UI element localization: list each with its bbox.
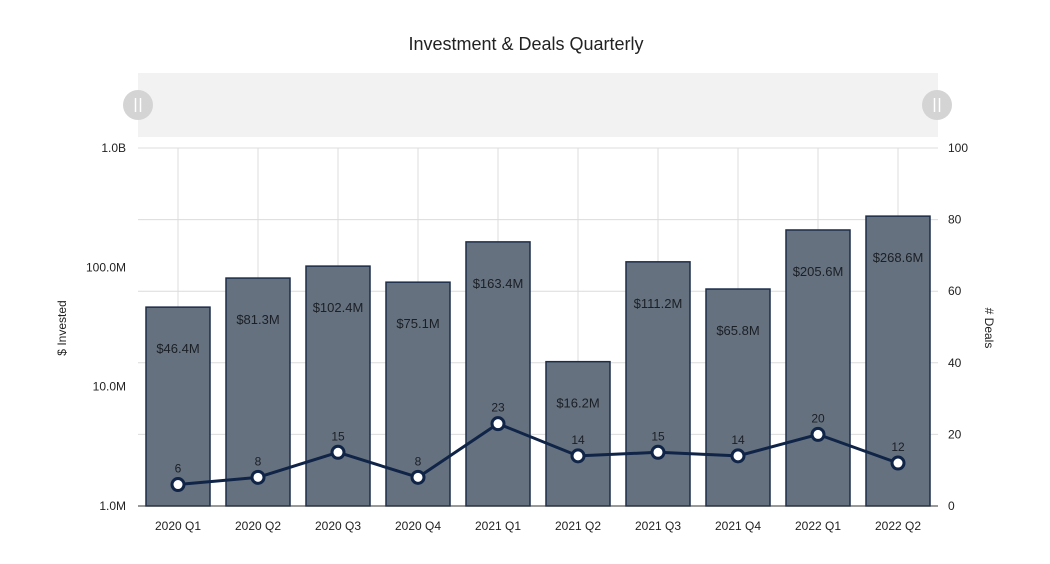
deal-point[interactable] bbox=[330, 444, 346, 460]
deal-point[interactable] bbox=[810, 426, 826, 442]
right-tick-label: 80 bbox=[948, 213, 962, 227]
bar-data-labels: $46.4M $81.3M $102.4M $75.1M $163.4M $16.2M $1… bbox=[156, 250, 923, 411]
deal-point[interactable] bbox=[890, 455, 906, 471]
x-tick-label: 2021 Q2 bbox=[555, 519, 601, 533]
x-tick-label: 2020 Q3 bbox=[315, 519, 361, 533]
bar-value-label: $111.2M bbox=[634, 296, 683, 311]
left-tick-label: 1.0B bbox=[101, 141, 126, 155]
navigator-handle-left[interactable] bbox=[123, 90, 153, 120]
bar[interactable] bbox=[545, 360, 611, 507]
bar-value-label: $163.4M bbox=[473, 276, 524, 291]
x-tick-label: 2021 Q3 bbox=[635, 519, 681, 533]
deal-count-label: 12 bbox=[891, 440, 905, 454]
bar[interactable] bbox=[385, 281, 451, 507]
deal-point[interactable] bbox=[170, 477, 186, 493]
left-tick-label: 1.0M bbox=[99, 499, 126, 513]
x-tick-label: 2020 Q1 bbox=[155, 519, 201, 533]
right-tick-label: 20 bbox=[948, 427, 962, 441]
deal-count-label: 8 bbox=[255, 454, 262, 468]
deal-point[interactable] bbox=[570, 448, 586, 464]
bar-value-label: $102.4M bbox=[313, 300, 364, 315]
navigator-track[interactable] bbox=[138, 73, 938, 137]
drag-handle-icon[interactable] bbox=[123, 90, 153, 120]
x-tick-label: 2020 Q2 bbox=[235, 519, 281, 533]
bar-value-label: $205.6M bbox=[793, 264, 844, 279]
deal-count-label: 8 bbox=[415, 454, 422, 468]
x-tick-label: 2022 Q2 bbox=[875, 519, 921, 533]
bar-series bbox=[145, 215, 931, 507]
bar[interactable] bbox=[145, 306, 211, 507]
bar-value-label: $65.8M bbox=[716, 323, 759, 338]
range-navigator[interactable] bbox=[123, 73, 952, 137]
bar-value-label: $16.2M bbox=[556, 396, 599, 411]
deal-count-label: 15 bbox=[331, 429, 345, 443]
bar[interactable] bbox=[225, 277, 291, 507]
drag-handle-icon[interactable] bbox=[922, 90, 952, 120]
left-tick-label: 100.0M bbox=[86, 260, 126, 274]
right-tick-label: 0 bbox=[948, 499, 955, 513]
bar[interactable] bbox=[465, 241, 531, 507]
right-tick-label: 60 bbox=[948, 284, 962, 298]
x-tick-label: 2021 Q1 bbox=[475, 519, 521, 533]
deal-count-label: 23 bbox=[491, 401, 505, 415]
deals-line bbox=[177, 422, 899, 487]
deal-point[interactable] bbox=[650, 444, 666, 460]
x-tick-label: 2022 Q1 bbox=[795, 519, 841, 533]
deal-count-label: 20 bbox=[811, 411, 825, 425]
right-tick-label: 40 bbox=[948, 356, 962, 370]
navigator-handle-right[interactable] bbox=[922, 90, 952, 120]
deal-point[interactable] bbox=[730, 448, 746, 464]
deal-point[interactable] bbox=[250, 469, 266, 485]
bar-value-label: $81.3M bbox=[236, 312, 279, 327]
deal-count-label: 6 bbox=[175, 462, 182, 476]
deal-point[interactable] bbox=[490, 416, 506, 432]
deal-count-label: 14 bbox=[731, 433, 745, 447]
deal-count-label: 15 bbox=[651, 429, 665, 443]
x-tick-label: 2020 Q4 bbox=[395, 519, 441, 533]
deal-point[interactable] bbox=[410, 469, 426, 485]
right-tick-label: 100 bbox=[948, 141, 968, 155]
right-axis-title: # Deals bbox=[982, 308, 996, 349]
bar[interactable] bbox=[305, 265, 371, 507]
left-tick-label: 10.0M bbox=[93, 380, 126, 394]
chart-title: Investment & Deals Quarterly bbox=[408, 34, 643, 54]
x-tick-label: 2021 Q4 bbox=[715, 519, 761, 533]
bar-value-label: $268.6M bbox=[873, 250, 924, 265]
bar-value-label: $75.1M bbox=[396, 316, 439, 331]
bar[interactable] bbox=[705, 288, 771, 507]
axes: 2020 Q1 2020 Q2 2020 Q3 2020 Q4 2021 Q1 2021 … bbox=[86, 141, 968, 533]
deals-line-series: 6 8 15 8 23 14 15 14 20 12 bbox=[170, 401, 906, 493]
deal-count-label: 14 bbox=[571, 433, 585, 447]
left-axis-title: $ Invested bbox=[55, 300, 69, 355]
bar[interactable] bbox=[785, 229, 851, 507]
bar-value-label: $46.4M bbox=[156, 341, 199, 356]
